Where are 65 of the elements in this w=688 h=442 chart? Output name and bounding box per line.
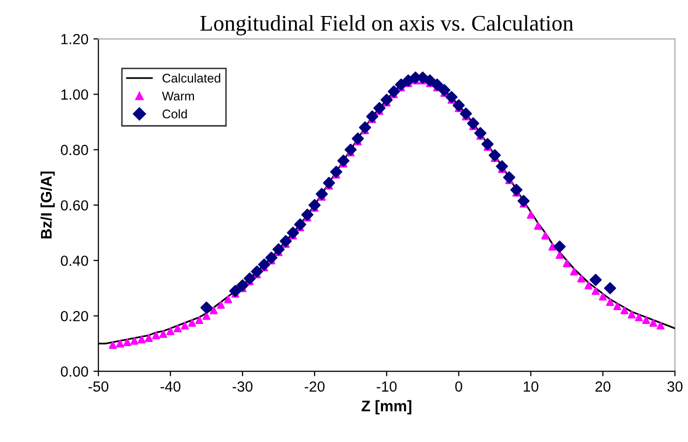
y-tick-label: 0.60 [60,200,88,211]
point [265,252,278,264]
y-tick-label: 0.80 [60,144,88,156]
point [272,243,285,256]
x-tick-label: 30 [667,381,682,392]
point [337,154,350,167]
point [352,132,364,145]
x-tick-label: -40 [160,381,180,392]
point [322,176,336,190]
point [438,84,450,96]
point [286,226,300,239]
point [229,284,242,298]
x-tick-label: 10 [524,381,538,392]
x-tick-label: -30 [232,381,252,392]
point [394,78,408,91]
point [402,74,414,87]
x-tick-label: -20 [304,381,325,392]
legend-label: Warm [162,92,194,100]
point [366,110,378,123]
point [373,102,386,114]
point [358,121,372,134]
point [445,90,458,104]
point [496,160,508,172]
point [236,279,249,292]
point [388,85,400,98]
point [301,208,314,221]
point [308,199,321,212]
point [244,272,256,285]
y-tick-label: 0.40 [60,256,88,266]
point [604,282,616,294]
legend-label: Calculated [162,73,220,83]
point [344,144,357,156]
y-tick-label: 0.20 [60,310,88,322]
x-tick-label: -10 [376,381,397,392]
chart-title: Longitudinal Field on axis vs. Calculation [200,15,574,36]
x-tick-label: 0 [455,381,462,392]
point [452,99,465,112]
y-tick-label: 1.00 [61,89,88,100]
point [330,166,342,178]
point [258,258,270,271]
point [554,240,566,253]
x-tick-label: -50 [88,381,108,392]
point [460,108,472,120]
point [467,117,480,130]
x-tick-label: 20 [595,381,610,392]
point [474,126,486,140]
point [280,235,292,248]
x-axis-title: Z [mm] [362,400,412,414]
point [431,78,444,91]
point [590,274,602,286]
y-tick-label: 1.20 [61,34,88,44]
point [518,194,530,208]
point [424,74,436,87]
point [250,265,264,278]
point [380,94,393,106]
y-tick-label: 0.00 [60,366,88,377]
point [316,188,328,200]
point [488,149,501,162]
point [294,218,306,231]
y-axis-title: Bz/I [G/A] [40,172,55,238]
point [200,302,213,314]
point [503,171,516,184]
legend-label: Cold [162,109,187,118]
point [481,138,494,150]
point [510,184,522,196]
